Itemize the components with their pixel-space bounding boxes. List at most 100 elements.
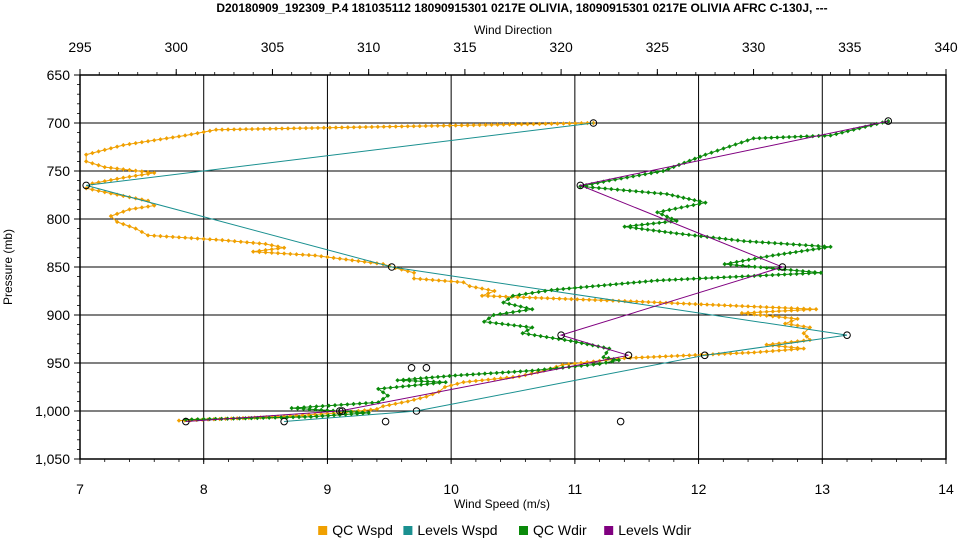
data-point [524, 305, 529, 311]
data-point [884, 117, 893, 125]
data-point [728, 262, 733, 267]
data-point [127, 167, 132, 173]
data-point [715, 275, 721, 280]
data-point [622, 356, 627, 361]
data-point [716, 302, 721, 308]
data-point [176, 418, 182, 423]
data-point [633, 225, 639, 231]
data-point [303, 125, 309, 131]
data-point [530, 307, 535, 312]
data-point [354, 411, 360, 416]
data-point [734, 259, 739, 265]
data-point [652, 300, 657, 305]
data-point [822, 245, 827, 250]
data-point [351, 401, 356, 407]
data-point [721, 146, 726, 151]
data-point [746, 257, 751, 262]
data-point [602, 283, 607, 288]
data-point [563, 296, 568, 302]
data-point [207, 416, 212, 422]
data-point [601, 355, 606, 360]
data-point [533, 295, 538, 300]
data-point [711, 235, 716, 240]
data-point [704, 302, 710, 307]
data-point [360, 411, 366, 416]
data-point [669, 300, 675, 306]
data-point [789, 316, 794, 321]
data-point [488, 371, 493, 376]
data-point [770, 348, 775, 354]
data-point [306, 252, 312, 258]
data-point [757, 135, 762, 141]
data-point [687, 158, 692, 163]
data-point [387, 402, 392, 408]
data-point [633, 189, 639, 194]
data-point [461, 380, 466, 385]
data-point [813, 307, 819, 312]
data-point [479, 293, 485, 298]
data-point [424, 277, 429, 282]
data-point [603, 358, 608, 363]
data-point [226, 238, 231, 243]
data-point [675, 301, 680, 306]
data-point [606, 356, 611, 361]
data-point [625, 280, 631, 286]
data-point [523, 291, 529, 297]
data-point [639, 355, 645, 360]
data-point [189, 235, 194, 241]
data-point [729, 237, 734, 242]
data-point [437, 380, 442, 386]
data-point [624, 351, 633, 360]
data-point [473, 285, 479, 290]
data-point [693, 301, 698, 307]
data-point [207, 237, 213, 242]
data-point [289, 405, 294, 411]
x-tick-label: 8 [200, 481, 208, 497]
data-point [572, 361, 578, 366]
data-point [325, 254, 330, 260]
data-point [473, 378, 479, 384]
data-point [609, 186, 614, 192]
data-point [465, 123, 470, 128]
data-point [387, 124, 392, 129]
data-point [628, 225, 633, 230]
data-point [692, 352, 698, 358]
data-point [661, 277, 666, 283]
data-point [669, 353, 674, 359]
data-point [657, 228, 662, 234]
data-point [405, 399, 411, 404]
data-point [267, 415, 272, 420]
data-point [643, 279, 648, 284]
data-point [393, 124, 398, 129]
data-point [382, 386, 387, 391]
data-point [441, 123, 446, 128]
data-point [669, 216, 674, 221]
data-point [734, 351, 739, 356]
data-point [602, 186, 608, 191]
data-point [281, 251, 287, 256]
data-point [326, 403, 332, 408]
data-point [646, 299, 651, 305]
data-point [764, 313, 769, 318]
data-point [369, 400, 375, 405]
data-point [505, 296, 511, 302]
data-point [263, 247, 268, 253]
data-point [158, 137, 163, 142]
data-point [279, 126, 285, 131]
data-point [232, 239, 237, 244]
data-point [782, 347, 788, 353]
data-point [590, 284, 595, 289]
data-point [491, 312, 496, 318]
data-point [447, 373, 452, 379]
data-point [114, 219, 120, 225]
data-point [661, 208, 666, 214]
data-point [782, 344, 788, 349]
y-tick-label: 900 [47, 307, 71, 323]
data-point [495, 122, 500, 127]
data-point [464, 372, 470, 377]
data-point [776, 305, 782, 310]
data-point [613, 177, 618, 182]
data-point [698, 233, 704, 239]
data-point [483, 122, 488, 128]
data-point [686, 232, 692, 237]
